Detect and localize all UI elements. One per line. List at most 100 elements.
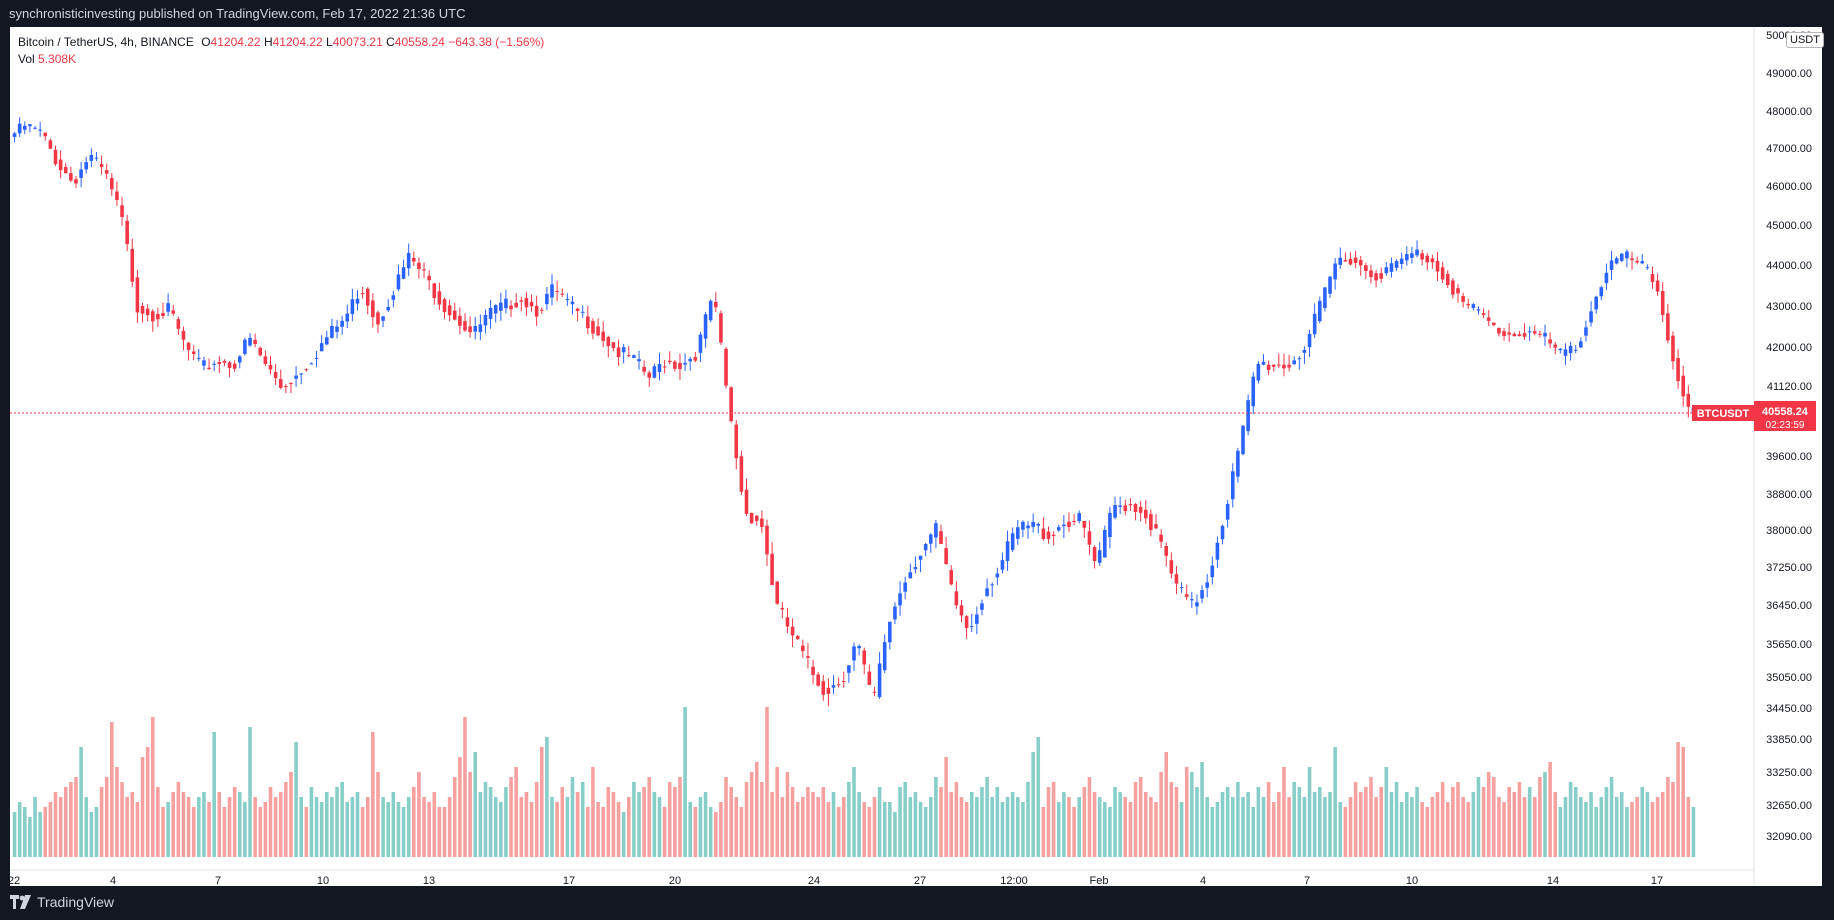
x-tick-label: 14 — [1547, 875, 1559, 886]
candle-body — [1343, 260, 1348, 262]
candle-body — [1210, 565, 1215, 578]
candle-body — [1584, 327, 1588, 336]
y-tick-label: 43000.00 — [1766, 301, 1812, 313]
volume-bar — [928, 797, 933, 857]
volume-bar — [1589, 792, 1593, 857]
volume-bar — [452, 777, 457, 857]
candle-body — [345, 313, 350, 322]
candle-body — [806, 656, 810, 658]
y-tick-label: 35050.00 — [1766, 672, 1812, 684]
volume-bar — [268, 787, 273, 857]
volume-bar — [23, 807, 27, 857]
volume-bar — [319, 802, 324, 857]
volume-bar — [417, 772, 421, 857]
volume-bar — [227, 797, 232, 857]
candle-body — [760, 518, 764, 528]
volume-bar — [1471, 792, 1476, 857]
volume-bar — [514, 767, 518, 857]
candle-body — [84, 162, 89, 170]
volume-bar — [1118, 792, 1122, 857]
candle-body — [693, 357, 698, 361]
candle-body — [1261, 361, 1266, 365]
volume-bar — [714, 812, 718, 857]
candle-body — [1456, 288, 1460, 294]
volume-bar — [1666, 777, 1670, 857]
chart-panel[interactable]: 50000.0049000.0048000.0047000.0046000.00… — [10, 27, 1824, 886]
volume-bar — [1548, 762, 1552, 857]
candle-body — [652, 366, 657, 378]
volume-bar — [422, 797, 426, 857]
candle-body — [1164, 546, 1169, 556]
volume-bar — [642, 787, 646, 857]
candle-body — [130, 248, 135, 282]
volume-bar — [652, 792, 657, 857]
price-chart[interactable]: 50000.0049000.0048000.0047000.0046000.00… — [10, 27, 1822, 886]
candle-body — [1517, 334, 1522, 337]
candle-body — [412, 257, 416, 262]
candle-body — [555, 290, 559, 292]
volume-bar — [1451, 787, 1455, 857]
volume-bar — [1640, 787, 1645, 857]
volume-bar — [43, 807, 48, 857]
volume-bar — [1599, 797, 1604, 857]
candle-body — [38, 129, 42, 131]
volume-bar — [744, 782, 749, 857]
volume-bar — [882, 802, 887, 857]
candle-body — [1072, 521, 1076, 522]
candle-body — [606, 336, 611, 347]
volume-bar — [488, 787, 493, 857]
candle-body — [545, 293, 549, 305]
candle-body — [1103, 529, 1107, 558]
volume-bar — [857, 792, 861, 857]
candle-body — [729, 387, 733, 422]
volume-bar — [1256, 787, 1261, 857]
candle-body — [888, 621, 892, 643]
volume-bar — [1108, 807, 1112, 857]
close-value: 40558.24 — [394, 35, 445, 49]
volume-bar — [1005, 797, 1010, 857]
volume-bar — [125, 797, 129, 857]
volume-bar — [1282, 767, 1286, 857]
candle-body — [1476, 309, 1481, 311]
candle-body — [1558, 348, 1563, 351]
volume-bar — [862, 802, 867, 857]
candle-body — [621, 347, 626, 353]
volume-bar — [806, 787, 810, 857]
candle-body — [140, 306, 145, 314]
volume-bar — [1553, 792, 1558, 857]
volume-bar — [150, 717, 155, 857]
volume-bar — [432, 792, 437, 857]
candle-body — [1282, 364, 1286, 369]
volume-bar — [447, 797, 452, 857]
volume-bar — [1312, 792, 1317, 857]
volume-bar — [1497, 797, 1501, 857]
volume-bar — [852, 767, 856, 857]
volume-bar — [181, 792, 186, 857]
symbol-tag: BTCUSDT — [1697, 408, 1750, 420]
candle-body — [1461, 296, 1465, 302]
candle-body — [1113, 504, 1117, 518]
candle-body — [319, 343, 324, 352]
candle-body — [499, 302, 503, 311]
volume-bar — [1154, 802, 1158, 857]
open-value: 41204.22 — [210, 35, 261, 49]
candle-body — [678, 363, 682, 369]
volume-bar — [1103, 802, 1107, 857]
candle-body — [243, 339, 247, 354]
candle-body — [893, 606, 897, 620]
candle-body — [1522, 332, 1527, 337]
volume-bar — [821, 787, 826, 857]
tradingview-logo[interactable]: TradingView — [10, 894, 114, 910]
volume-bar — [1021, 802, 1025, 857]
volume-bar — [360, 807, 365, 857]
volume-bar — [1046, 787, 1051, 857]
volume-bar — [1277, 792, 1281, 857]
candle-body — [468, 326, 472, 333]
volume-bar — [816, 797, 820, 857]
volume-bar — [1456, 782, 1460, 857]
volume-bar — [468, 772, 472, 857]
candle-body — [1133, 503, 1138, 513]
volume-bar — [463, 717, 467, 857]
volume-bar — [1205, 797, 1209, 857]
currency-button[interactable]: USDT — [1786, 32, 1824, 48]
